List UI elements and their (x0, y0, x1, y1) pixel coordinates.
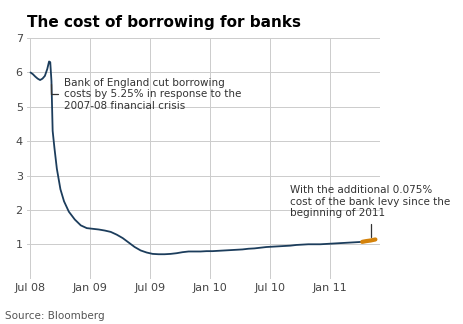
Text: The cost of borrowing for banks: The cost of borrowing for banks (27, 15, 300, 30)
Text: Bank of England cut borrowing
costs by 5.25% in response to the
2007-08 financia: Bank of England cut borrowing costs by 5… (51, 78, 241, 111)
Text: With the additional 0.075%
cost of the bank levy since the
beginning of 2011: With the additional 0.075% cost of the b… (290, 185, 450, 237)
Text: Source: Bloomberg: Source: Bloomberg (5, 311, 104, 321)
